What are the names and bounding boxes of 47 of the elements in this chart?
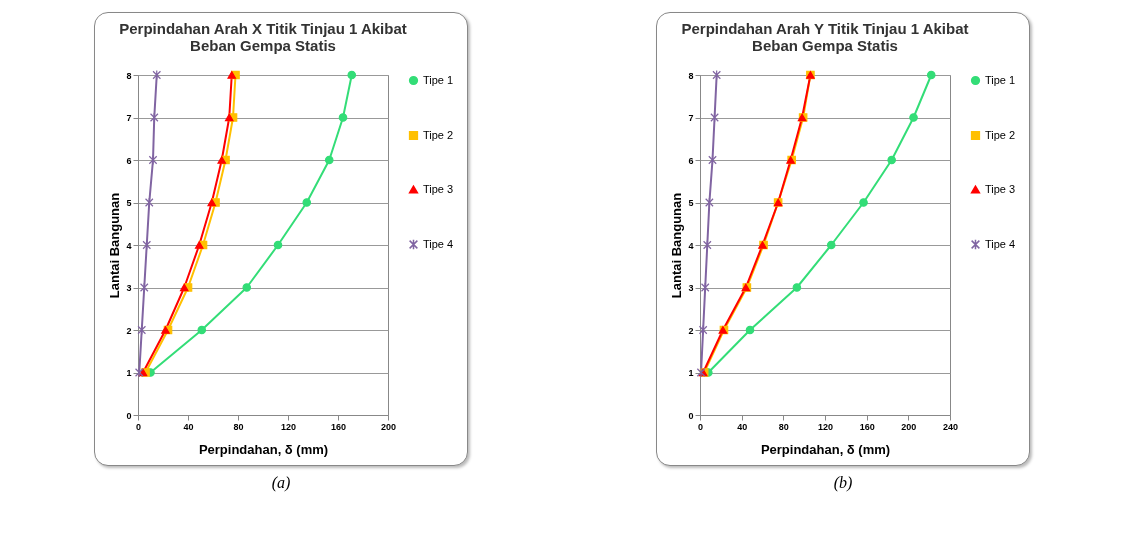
y-tick-label: 5 — [126, 198, 132, 208]
x-tick-label: 240 — [942, 421, 959, 432]
x-tick-label: 200 — [901, 421, 917, 432]
x-tick-label: 120 — [280, 421, 297, 432]
y-tick-label: 1 — [688, 368, 694, 378]
legend-label: Tipe 3 — [985, 182, 1016, 195]
legend-label: Tipe 4 — [985, 237, 1016, 250]
x-tick-label: 40 — [737, 421, 748, 432]
x-tick-label: 80 — [233, 421, 244, 432]
y-axis-title: Lantai Bangunan — [107, 192, 123, 299]
chart-title: Perpindahan Arah Y Titik Tinjau 1 Akibat Beban Gempa Statis — [681, 20, 969, 55]
y-tick-label: 4 — [688, 240, 694, 251]
y-tick-label: 2 — [126, 325, 132, 336]
y-tick-label: 6 — [126, 155, 132, 166]
legend-label: Tipe 2 — [423, 128, 454, 141]
y-axis-title: Lantai Bangunan — [669, 192, 685, 299]
y-tick-label: 8 — [688, 70, 694, 81]
y-tick-label: 1 — [126, 368, 132, 378]
y-tick-label: 3 — [126, 283, 132, 293]
x-tick-label: 200 — [380, 421, 397, 432]
y-tick-label: 7 — [688, 113, 694, 123]
y-tick-label: 7 — [126, 113, 132, 123]
x-tick-label: 160 — [859, 421, 875, 432]
y-tick-label: 5 — [688, 198, 694, 208]
y-tick-label: 0 — [688, 410, 694, 421]
text: (a) — [271, 474, 291, 492]
legend-label: Tipe 2 — [985, 128, 1016, 141]
y-tick-label: 3 — [688, 283, 694, 293]
text: (b) — [833, 474, 853, 492]
legend-label: Tipe 1 — [985, 73, 1016, 86]
x-tick-label: 120 — [817, 421, 834, 432]
y-tick-label: 0 — [126, 410, 132, 421]
chart-title: Perpindahan Arah X Titik Tinjau 1 Akibat Beban Gempa Statis — [119, 20, 407, 55]
x-tick-label: 80 — [778, 421, 789, 432]
x-tick-label: 0 — [697, 421, 704, 432]
legend-label: Tipe 4 — [423, 237, 454, 250]
x-axis-title: Perpindahan, δ (mm) — [760, 441, 891, 457]
y-tick-label: 8 — [126, 70, 132, 81]
x-tick-label: 0 — [135, 421, 142, 432]
x-tick-label: 160 — [330, 421, 347, 432]
legend-label: Tipe 3 — [423, 182, 454, 195]
x-axis-title: Perpindahan, δ (mm) — [198, 441, 329, 457]
y-tick-label: 2 — [688, 325, 694, 336]
y-tick-label: 4 — [126, 240, 132, 251]
y-tick-label: 6 — [688, 155, 694, 166]
x-tick-label: 40 — [183, 421, 194, 432]
legend-label: Tipe 1 — [423, 73, 454, 86]
